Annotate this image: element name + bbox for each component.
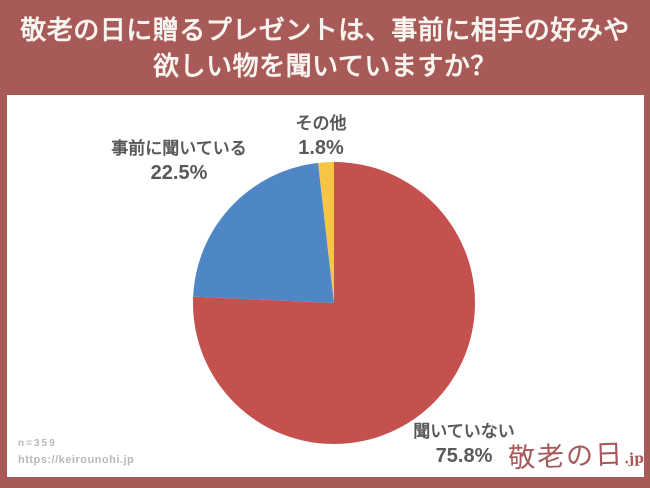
slice-percentage: 22.5% bbox=[150, 162, 208, 184]
chart-title: 敬老の日に贈るプレゼントは、事前に相手の好みや 欲しい物を聞いていますか？ bbox=[0, 0, 650, 95]
slice-label: その他 bbox=[295, 114, 347, 133]
pie-slice bbox=[193, 162, 334, 303]
pie-slice bbox=[193, 162, 476, 444]
label-other: その他 1.8% bbox=[271, 111, 371, 161]
logo-suffix: .jp bbox=[623, 450, 645, 468]
slice-percentage: 1.8% bbox=[298, 137, 344, 159]
slice-percentage: 75.8% bbox=[435, 445, 493, 467]
source-url: https://keirounohi.jp bbox=[18, 454, 135, 466]
chart-title-line1: 敬老の日に贈るプレゼントは、事前に相手の好みや bbox=[20, 14, 630, 45]
slice-label: 事前に聞いている bbox=[111, 139, 247, 158]
label-asked-in-advance: 事前に聞いている 22.5% bbox=[56, 136, 302, 186]
sample-size: n=359 bbox=[18, 438, 57, 449]
label-not-asked: 聞いていない 75.8% bbox=[384, 419, 544, 469]
pie-slice bbox=[318, 162, 334, 303]
slice-label: 聞いていない bbox=[413, 422, 515, 441]
keirounohi-logo: 敬老の日.jp bbox=[507, 432, 645, 476]
source-info: n=359 https://keirounohi.jp bbox=[18, 436, 134, 468]
chart-title-line2: 欲しい物を聞いていますか？ bbox=[153, 50, 497, 81]
pie-chart-svg bbox=[193, 162, 476, 444]
logo-text: 敬老の日 bbox=[507, 439, 625, 475]
pie-chart bbox=[184, 153, 484, 453]
